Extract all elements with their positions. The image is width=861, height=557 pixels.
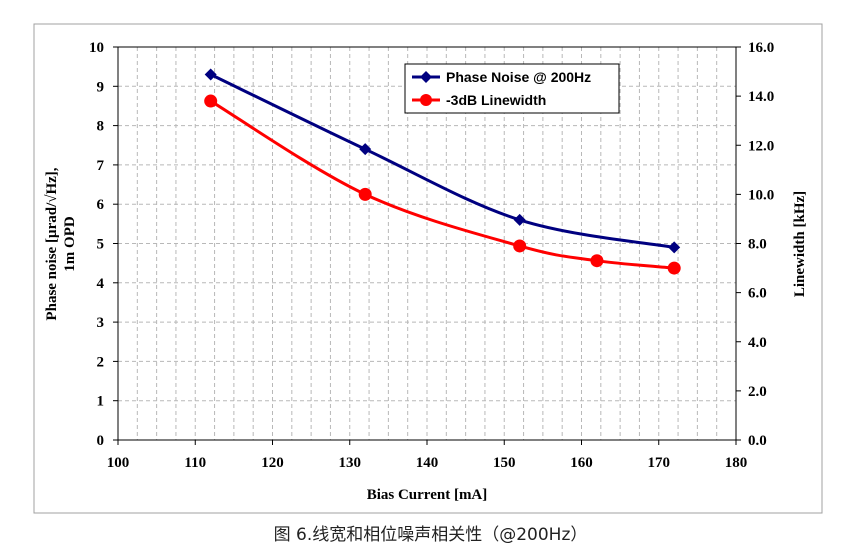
- y-right-tick-label: 6.0: [748, 286, 767, 302]
- series-layer: [204, 68, 681, 275]
- x-tick-label: 130: [339, 455, 362, 471]
- legend-marker-phase-noise: [420, 71, 432, 83]
- left-axis-title-line2: 1m OPD: [62, 216, 78, 272]
- legend-box: [404, 63, 620, 114]
- y-left-tick-label: 10: [89, 40, 104, 56]
- data-point-linewidth: [513, 239, 527, 253]
- y-left-tick-label: 6: [97, 197, 105, 213]
- tick-layer: 100 110 120 130 140 150 160 170 180 0 1 2 3 4 5 6 7 8 9 10 0…: [89, 40, 774, 471]
- x-tick-label: 180: [725, 455, 748, 471]
- x-tick-label: 100: [107, 455, 130, 471]
- y-left-tick-label: 5: [97, 237, 105, 253]
- series-line-phase-noise: [210, 73, 675, 249]
- right-axis-title: Linewidth [kHz]: [792, 191, 808, 297]
- y-left-tick-label: 3: [97, 315, 105, 331]
- legend: Phase Noise @ 200Hz -3dB Linewidth: [404, 63, 620, 114]
- x-tick-label: 110: [184, 455, 206, 471]
- x-tick-label: 160: [570, 455, 593, 471]
- data-point-linewidth: [590, 254, 604, 268]
- y-left-tick-label: 0: [97, 433, 105, 449]
- data-point-phase-noise: [204, 68, 217, 81]
- y-right-tick-label: 14.0: [748, 89, 774, 105]
- y-right-tick-label: 12.0: [748, 138, 774, 154]
- x-tick-label: 120: [261, 455, 284, 471]
- x-tick-label: 150: [493, 455, 516, 471]
- data-point-phase-noise: [668, 241, 681, 254]
- y-right-tick-label: 10.0: [748, 187, 774, 203]
- y-right-tick-label: 8.0: [748, 237, 767, 253]
- legend-label-phase-noise: Phase Noise @ 200Hz: [446, 69, 591, 85]
- series-line-linewidth: [209, 99, 675, 270]
- y-right-tick-label: 0.0: [748, 433, 767, 449]
- y-left-tick-label: 4: [97, 276, 105, 292]
- legend-marker-linewidth: [420, 94, 432, 106]
- y-left-tick-label: 2: [97, 354, 105, 370]
- data-point-phase-noise: [359, 143, 372, 156]
- y-left-tick-label: 7: [97, 158, 105, 174]
- data-point-linewidth: [204, 94, 218, 108]
- data-point-phase-noise: [513, 213, 526, 226]
- chart: 100 110 120 130 140 150 160 170 180 0 1 2 3 4 5 6 7 8 9 10 0…: [33, 23, 823, 514]
- y-right-tick-label: 4.0: [748, 335, 767, 351]
- y-left-tick-label: 1: [97, 394, 105, 410]
- left-axis-title-line1: Phase noise [µrad/√Hz],: [44, 167, 60, 320]
- y-right-tick-label: 16.0: [748, 40, 774, 56]
- y-left-tick-label: 9: [97, 79, 105, 95]
- x-axis-title: Bias Current [mA]: [367, 487, 488, 503]
- x-tick-label: 140: [416, 455, 439, 471]
- data-point-linewidth: [667, 261, 681, 275]
- y-right-tick-label: 2.0: [748, 384, 767, 400]
- data-point-linewidth: [358, 187, 372, 201]
- figure-caption: 图 6.线宽和相位噪声相关性（@200Hz）: [273, 525, 588, 545]
- x-tick-label: 170: [648, 455, 671, 471]
- y-left-tick-label: 8: [97, 119, 105, 135]
- legend-label-linewidth: -3dB Linewidth: [446, 92, 546, 108]
